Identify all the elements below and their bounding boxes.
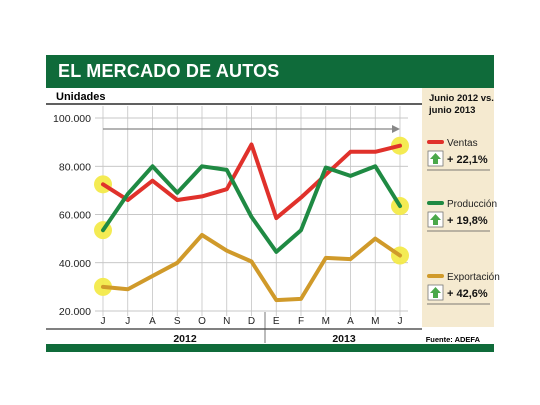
up-arrow-icon [430, 287, 441, 298]
x-tick-label: N [223, 316, 230, 327]
y-tick-label: 60.000 [59, 210, 91, 222]
header-banner: EL MERCADO DE AUTOS [46, 55, 494, 88]
legend-change: + 22,1% [447, 154, 488, 166]
x-tick-label: O [198, 316, 206, 327]
x-tick-label: S [174, 316, 181, 327]
y-tick-label: 40.000 [59, 258, 91, 270]
year-labels: 2012 2013 [173, 333, 356, 345]
year-label: 2013 [332, 333, 356, 345]
series-line-producción [101, 164, 402, 254]
page-title: EL MERCADO DE AUTOS [58, 61, 280, 81]
series-line-ventas [101, 142, 402, 221]
source-note: Fuente: ADEFA [426, 335, 481, 344]
y-tick-label: 100.000 [53, 113, 91, 125]
footer-bar [46, 344, 494, 352]
legend-label: Producción [447, 199, 497, 210]
x-tick-label: F [298, 316, 304, 327]
range-arrow [103, 125, 400, 133]
grid [46, 106, 422, 343]
x-tick-label: A [347, 316, 354, 327]
x-tick-label: M [322, 316, 330, 327]
legend-change: + 19,8% [447, 215, 488, 227]
up-arrow-icon [430, 214, 441, 225]
x-tick-label: E [273, 316, 280, 327]
legend-title: Junio 2012 vs. junio 2013 [428, 93, 494, 116]
range-arrow-head [392, 125, 400, 133]
x-tick-label: J [125, 316, 130, 327]
x-tick-label: A [149, 316, 156, 327]
y-tick-label: 80.000 [59, 161, 91, 173]
x-tick-label: M [371, 316, 379, 327]
y-axis-label: Unidades [56, 91, 106, 103]
y-tick-label: 20.000 [59, 306, 91, 318]
up-arrow-icon [430, 153, 441, 164]
legend: Junio 2012 vs. junio 2013 Ventas + 22,1% Pro… [427, 93, 500, 305]
legend-label: Ventas [447, 138, 478, 149]
x-tick-label: D [248, 316, 255, 327]
x-tick-label: J [101, 316, 106, 327]
legend-change: + 42,6% [447, 288, 488, 300]
y-tick-labels: 20.000 40.000 60.000 80.000 100.000 [53, 113, 91, 318]
series-line-exportación [101, 233, 402, 303]
x-tick-label: J [398, 316, 403, 327]
year-label: 2012 [173, 333, 197, 345]
series-lines [101, 142, 402, 303]
legend-label: Exportación [447, 272, 500, 283]
